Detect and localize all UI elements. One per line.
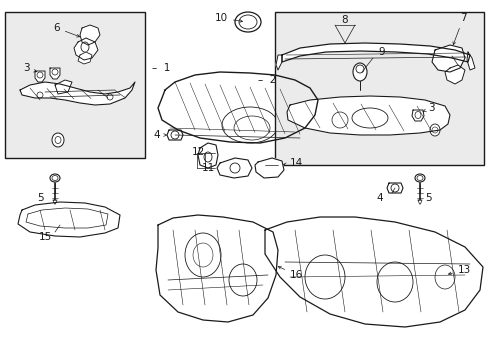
Ellipse shape xyxy=(52,176,58,180)
Ellipse shape xyxy=(235,12,261,32)
Polygon shape xyxy=(53,200,57,204)
Text: 13: 13 xyxy=(447,265,470,275)
Polygon shape xyxy=(275,55,282,70)
Ellipse shape xyxy=(331,112,347,128)
Ellipse shape xyxy=(203,152,212,162)
Polygon shape xyxy=(217,158,251,178)
Ellipse shape xyxy=(37,72,43,78)
Ellipse shape xyxy=(239,15,257,29)
Text: 14: 14 xyxy=(283,158,303,168)
Ellipse shape xyxy=(376,262,412,302)
Text: 3: 3 xyxy=(23,63,37,73)
Text: 3: 3 xyxy=(422,103,434,113)
Polygon shape xyxy=(156,215,278,322)
Ellipse shape xyxy=(414,174,424,182)
Ellipse shape xyxy=(50,174,60,182)
Ellipse shape xyxy=(55,136,61,144)
Polygon shape xyxy=(80,25,100,45)
Text: 15: 15 xyxy=(38,232,52,242)
Polygon shape xyxy=(417,200,421,204)
Ellipse shape xyxy=(107,94,113,100)
Ellipse shape xyxy=(355,65,363,73)
Ellipse shape xyxy=(431,127,437,133)
Text: 7: 7 xyxy=(452,13,466,45)
Text: 12: 12 xyxy=(191,147,204,157)
Ellipse shape xyxy=(434,265,454,289)
Polygon shape xyxy=(282,43,469,62)
Text: –  2: – 2 xyxy=(258,75,276,85)
Polygon shape xyxy=(444,65,464,84)
Polygon shape xyxy=(74,38,98,60)
Text: 6: 6 xyxy=(53,23,80,37)
Text: 10: 10 xyxy=(214,13,242,23)
Polygon shape xyxy=(264,217,482,327)
Polygon shape xyxy=(254,158,284,178)
Text: 5: 5 xyxy=(424,193,430,203)
Text: –  1: – 1 xyxy=(152,63,170,73)
Polygon shape xyxy=(386,183,402,193)
Polygon shape xyxy=(18,202,120,237)
Polygon shape xyxy=(26,208,108,228)
Polygon shape xyxy=(78,52,92,64)
Ellipse shape xyxy=(305,255,345,299)
Ellipse shape xyxy=(352,63,366,81)
Polygon shape xyxy=(411,110,423,121)
Text: 4: 4 xyxy=(153,130,166,140)
Polygon shape xyxy=(158,72,317,143)
Polygon shape xyxy=(50,68,60,79)
Ellipse shape xyxy=(414,112,420,118)
Polygon shape xyxy=(55,80,72,94)
Bar xyxy=(274,12,483,165)
Text: 9: 9 xyxy=(377,47,384,57)
Ellipse shape xyxy=(52,133,64,147)
Ellipse shape xyxy=(351,108,387,128)
Ellipse shape xyxy=(416,176,422,180)
Text: 11: 11 xyxy=(201,163,214,173)
Ellipse shape xyxy=(229,163,240,173)
Ellipse shape xyxy=(234,116,269,140)
Ellipse shape xyxy=(193,243,213,267)
Ellipse shape xyxy=(171,131,179,139)
Ellipse shape xyxy=(52,69,58,75)
Ellipse shape xyxy=(81,42,89,52)
Polygon shape xyxy=(198,143,218,168)
Text: 8: 8 xyxy=(341,15,347,25)
Ellipse shape xyxy=(184,233,221,277)
Polygon shape xyxy=(431,45,464,72)
Polygon shape xyxy=(466,52,474,70)
Polygon shape xyxy=(35,71,45,82)
Polygon shape xyxy=(167,130,183,140)
Ellipse shape xyxy=(390,184,398,192)
Text: 16: 16 xyxy=(278,266,303,280)
Polygon shape xyxy=(20,82,135,105)
Bar xyxy=(5,12,145,158)
Ellipse shape xyxy=(228,264,257,296)
Text: 4: 4 xyxy=(376,193,383,203)
Ellipse shape xyxy=(37,92,43,98)
Ellipse shape xyxy=(429,124,439,136)
Ellipse shape xyxy=(222,107,278,143)
Polygon shape xyxy=(286,96,449,135)
Text: 5: 5 xyxy=(37,193,43,203)
